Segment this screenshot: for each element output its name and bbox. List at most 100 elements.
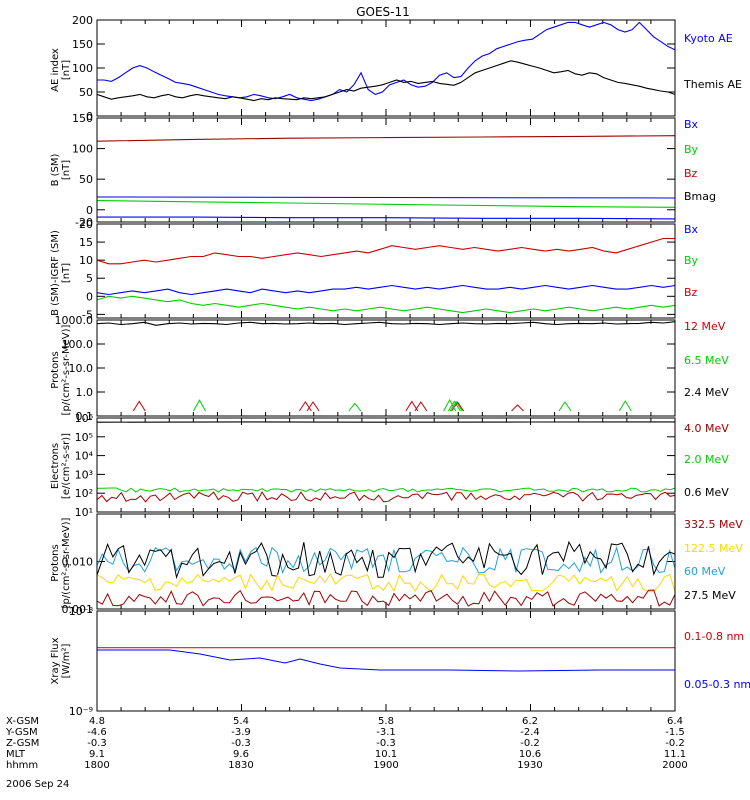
legend-entry: Kyoto AE: [684, 32, 733, 45]
panel-frame: [96, 513, 676, 610]
panel-xray: 10⁻⁹ 10⁻⁸ Xray Flux[W/m²] 0.1-0.8 nm 0.05-0.…: [50, 605, 750, 718]
legend-ae: Kyoto AE Themis AE: [683, 32, 742, 91]
y-tick-label: 15: [79, 236, 93, 249]
legend-protons_lo: 332.5 MeV 122.5 MeV 60 MeV 27.5 MeV: [684, 518, 743, 602]
y-axis-label: Xray Flux[W/m²]: [50, 637, 72, 684]
ephemeris-value: -3.1: [376, 727, 396, 738]
panel-ae: 0 50 100 150 200 AE index[nT] Kyoto AE Themis A…: [50, 14, 742, 123]
y-axis-label: Electrons[e/(cm²-s-sr)]: [50, 433, 72, 499]
y-ticks-bdiff: -5 0 5 10 15 20: [79, 218, 676, 321]
y-tick-label: -5: [82, 308, 93, 321]
legend-bdiff: Bx By Bz: [684, 223, 699, 299]
y-ticks-protons_lo: 0.001 0.010: [62, 514, 676, 616]
y-tick-label: 150: [72, 112, 93, 125]
y-tick-label: 150: [72, 38, 93, 51]
panel-frame: [96, 117, 676, 223]
trace-spike: [348, 402, 362, 412]
y-tick-label: -20: [75, 216, 93, 229]
y-tick-label: 1000.0: [55, 314, 94, 327]
y-tick-label: 10²: [75, 487, 93, 500]
ephemeris-value: 2000: [662, 760, 687, 771]
panel-frame: [96, 610, 676, 712]
legend-entry: 2.0 MeV: [684, 453, 729, 466]
ephemeris-value: -0.3: [376, 738, 396, 749]
series-line-bz: [97, 237, 675, 265]
ephemeris-value: 10.1: [375, 749, 397, 760]
y-tick-label: 10¹: [75, 506, 93, 519]
series-group-electrons: [97, 421, 675, 503]
y-tick-label: 50: [79, 86, 93, 99]
ephemeris-value: 1800: [84, 760, 109, 771]
ephemeris-value: -0.3: [231, 738, 251, 749]
legend-entry: Bz: [684, 167, 698, 180]
series-line-by: [97, 200, 675, 208]
series-line-bz: [97, 216, 675, 220]
y-tick-label: 5: [86, 272, 93, 285]
y-tick-label: 10⁻⁸: [69, 605, 94, 618]
legend-entry: 0.6 MeV: [684, 486, 729, 499]
series-group-ae: [97, 21, 675, 102]
legend-entry: 2.4 MeV: [684, 386, 729, 399]
trace-spike: [558, 401, 572, 412]
ephemeris-row-label: Y-GSM: [5, 727, 38, 738]
ephemeris-value: 11.1: [664, 749, 686, 760]
trace-spike: [405, 400, 419, 412]
y-tick-label: 10⁵: [75, 431, 93, 444]
y-tick-label: 10⁶: [75, 412, 94, 425]
legend-entry: 6.5 MeV: [684, 354, 729, 367]
ephemeris-value: 1930: [517, 760, 542, 771]
ephemeris-value: 9.1: [89, 749, 105, 760]
ephemeris-row-label: hhmm: [6, 760, 38, 771]
ephemeris-value: -0.2: [520, 738, 540, 749]
ephemeris-row-label: Z-GSM: [6, 738, 39, 749]
ephemeris-row-label: MLT: [6, 749, 26, 760]
ephemeris-value: 5.4: [233, 716, 249, 727]
series-group-xray: [97, 647, 675, 672]
ephemeris-value: 4.8: [89, 716, 105, 727]
y-tick-label: 100.0: [62, 338, 94, 351]
trace-spike: [132, 400, 146, 412]
panel-frame: [96, 417, 676, 513]
legend-entry: 122.5 MeV: [684, 542, 743, 555]
series-line-bx: [97, 284, 675, 296]
ephemeris-row-label: X-GSM: [6, 716, 39, 727]
series-line-themis-ae: [97, 60, 675, 102]
y-tick-label: 0.1: [76, 410, 94, 423]
y-tick-label: 0: [86, 290, 93, 303]
series-group-b: [97, 135, 675, 220]
trace-bmag: [97, 196, 675, 199]
y-tick-label: 100: [72, 62, 93, 75]
panel-bdiff: -5 0 5 10 15 20 B (SM)-IGRF (SM)[nT] Bx By Bz: [50, 218, 699, 321]
trace-2-0-mev: [97, 487, 675, 493]
trace-4-0-mev: [97, 491, 675, 503]
ephemeris-value: -0.2: [665, 738, 685, 749]
y-tick-label: 10.0: [69, 362, 94, 375]
series-line-kyoto-ae: [97, 21, 675, 102]
y-axis-label: Protons[p/(cm²-s-sr-MeV)]: [50, 517, 72, 608]
legend-entry: 12 MeV: [684, 320, 726, 333]
ephemeris-value: 5.8: [378, 716, 394, 727]
legend-entry: Themis AE: [683, 78, 742, 91]
y-tick-label: 10: [79, 254, 93, 267]
y-ticks-electrons: 10¹ 10² 10³ 10⁴ 10⁵ 10⁶: [75, 412, 676, 519]
trace-spike: [443, 398, 457, 412]
legend-entry: Bx: [684, 223, 699, 236]
legend-entry: 4.0 MeV: [684, 422, 729, 435]
y-tick-label: 0: [86, 204, 93, 217]
y-tick-label: 10⁴: [75, 450, 94, 463]
legend-electrons: 4.0 MeV 2.0 MeV 0.6 MeV: [684, 422, 729, 499]
trace-spike: [298, 400, 312, 412]
ephemeris-value: -3.9: [231, 727, 251, 738]
trace-0-05-0-3-nm: [97, 649, 675, 672]
trace-spike: [414, 401, 428, 412]
legend-protons_hi: 12 MeV 6.5 MeV 2.4 MeV: [684, 320, 729, 399]
legend-entry: 0.1-0.8 nm: [684, 630, 744, 643]
y-ticks-xray: 10⁻⁹ 10⁻⁸: [69, 605, 676, 718]
series-line-by: [97, 295, 675, 314]
trace-spike: [618, 400, 632, 412]
